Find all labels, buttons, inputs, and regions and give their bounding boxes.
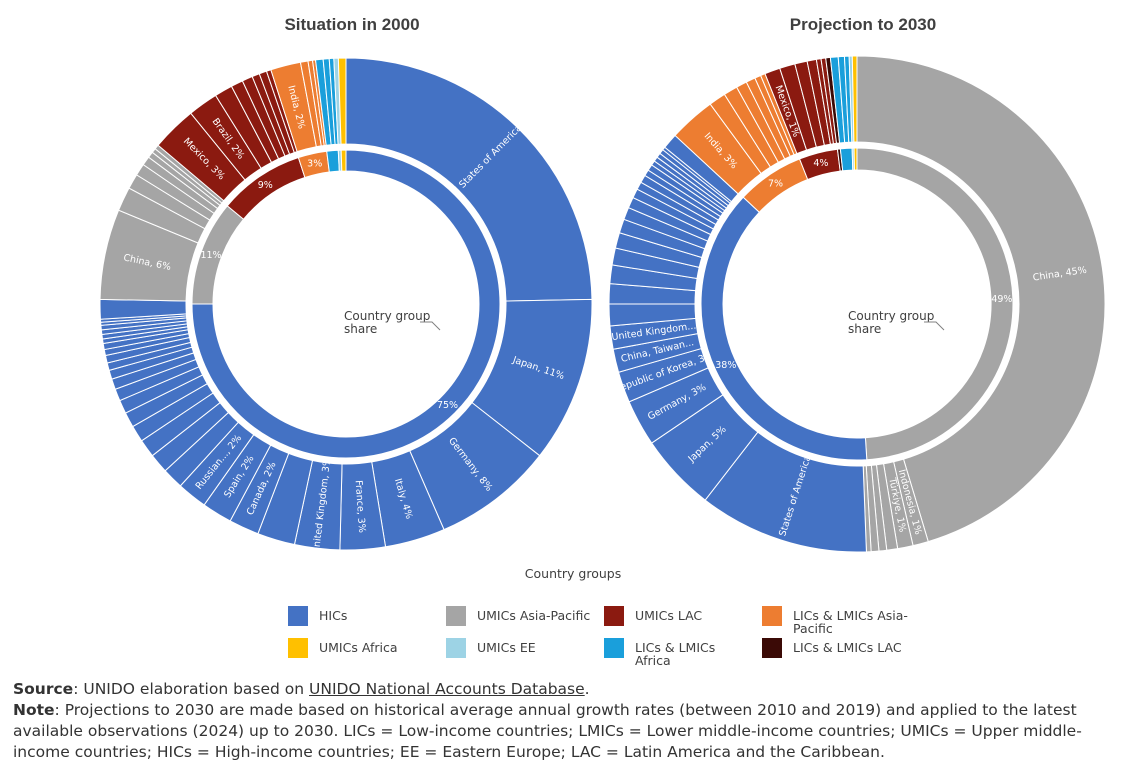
legend-item-lics-lmics-lac: LICs & LMICs LAC bbox=[762, 638, 912, 658]
legend-label: UMICs Asia-Pacific bbox=[477, 608, 591, 623]
inner-label-4: 4% bbox=[813, 158, 828, 169]
legend-label: UMICs LAC bbox=[635, 608, 703, 623]
outer-slice-china-45 bbox=[856, 55, 1106, 543]
inner-label-49: 49% bbox=[991, 294, 1012, 305]
legend-swatch bbox=[446, 606, 466, 626]
center-label: Country group share bbox=[344, 309, 430, 336]
legend-item-lics-lmics-asia-pacific: LICs & LMICs Asia-Pacific bbox=[762, 606, 912, 636]
source-end: . bbox=[584, 680, 590, 698]
legend-label: LICs & LMICs LAC bbox=[793, 640, 902, 655]
source-notes: Source: UNIDO elaboration based on UNIDO… bbox=[13, 679, 1138, 763]
legend-item-hics: HICs bbox=[288, 606, 438, 626]
outer-slice-umics-africa bbox=[337, 57, 347, 145]
source-link[interactable]: UNIDO National Accounts Database bbox=[309, 680, 585, 698]
inner-label-11: 11% bbox=[200, 250, 221, 261]
source-line: Source: UNIDO elaboration based on UNIDO… bbox=[13, 679, 1138, 700]
legend: Country groups HICs UMICs Asia-Pacific UMI… bbox=[0, 562, 1146, 667]
center-leader-line bbox=[420, 321, 441, 331]
legend-swatch bbox=[288, 638, 308, 658]
outer-label-france-3: France, 3% bbox=[353, 480, 368, 533]
inner-slice-lics-lmics-africa bbox=[839, 147, 854, 172]
inner-label-9: 9% bbox=[258, 180, 273, 191]
inner-label-75: 75% bbox=[437, 400, 458, 411]
legend-title: Country groups bbox=[524, 566, 622, 581]
legend-item-umics-asia-pacific: UMICs Asia-Pacific bbox=[446, 606, 596, 626]
legend-item-umics-africa: UMICs Africa bbox=[288, 638, 438, 658]
note-text: : Projections to 2030 are made based on … bbox=[13, 701, 1082, 761]
inner-slice-umics-africa bbox=[853, 147, 858, 171]
inner-label-7: 7% bbox=[768, 179, 783, 190]
legend-item-umics-ee: UMICs EE bbox=[446, 638, 596, 658]
legend-item-lics-lmics-africa: LICs & LMICs Africa bbox=[604, 638, 754, 668]
legend-swatch bbox=[762, 638, 782, 658]
legend-item-umics-lac: UMICs LAC bbox=[604, 606, 754, 626]
legend-label: UMICs Africa bbox=[319, 640, 398, 655]
note-line: Note: Projections to 2030 are made based… bbox=[13, 700, 1138, 763]
inner-slice-umics-africa bbox=[340, 149, 347, 172]
outer-slice-united-states-of-america-25 bbox=[345, 57, 593, 302]
legend-label: HICs bbox=[319, 608, 348, 623]
source-text: : UNIDO elaboration based on bbox=[73, 680, 310, 698]
chart-title: Situation in 2000 bbox=[284, 15, 419, 34]
inner-slice-lics-lmics-africa bbox=[326, 149, 340, 173]
legend-swatch bbox=[604, 606, 624, 626]
legend-label: UMICs EE bbox=[477, 640, 536, 655]
inner-label-3: 3% bbox=[307, 159, 322, 170]
legend-swatch bbox=[288, 606, 308, 626]
center-leader-line bbox=[924, 321, 945, 331]
legend-label: LICs & LMICs Asia-Pacific bbox=[793, 608, 908, 636]
center-label: Country group share bbox=[848, 309, 934, 336]
legend-swatch bbox=[446, 638, 466, 658]
outer-slice-umics-africa bbox=[851, 55, 858, 143]
legend-swatch bbox=[762, 606, 782, 626]
inner-slice-75 bbox=[191, 149, 501, 459]
source-key: Source bbox=[13, 680, 74, 698]
legend-label: LICs & LMICs Africa bbox=[635, 640, 716, 668]
legend-swatch bbox=[604, 638, 624, 658]
inner-label-38: 38% bbox=[715, 360, 736, 371]
note-key: Note bbox=[13, 701, 55, 719]
chart-title: Projection to 2030 bbox=[790, 15, 936, 34]
